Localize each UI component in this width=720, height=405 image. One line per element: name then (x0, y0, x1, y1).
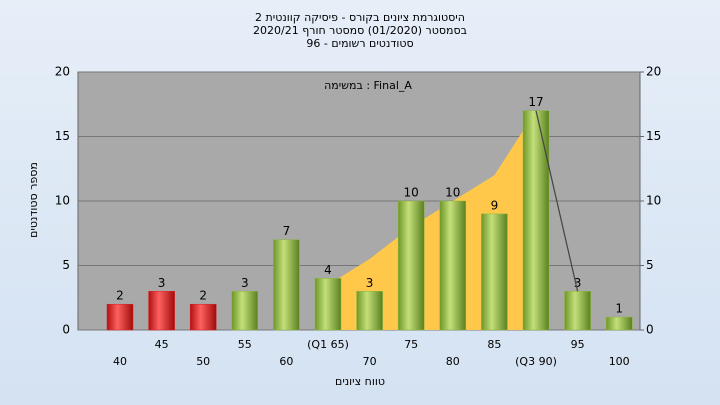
bar (148, 291, 175, 331)
x-tick-label: 100 (609, 355, 630, 368)
bar (397, 200, 425, 331)
bar (481, 213, 508, 331)
y-tick-label: 5 (62, 258, 70, 272)
y-tick-label: 20 (55, 65, 70, 79)
chart-subtitle: בסמסטר (01/2020) סמסטר חורף 2020/21 (253, 24, 467, 37)
y2-tick-label: 20 (646, 65, 661, 79)
x-axis-label: טווח ציונים (335, 375, 385, 388)
data-label: 2 (199, 289, 207, 303)
bar (106, 303, 134, 331)
x-tick-label: 60 (279, 355, 293, 368)
data-label: 3 (158, 276, 166, 290)
chart-subtitle: סטודנטים רשומים - 96 (306, 37, 413, 50)
x-tick-label: 70 (363, 355, 377, 368)
y-tick-label: 10 (55, 194, 70, 208)
x-tick-label: 45 (155, 338, 169, 351)
bar (605, 316, 633, 331)
data-label: 3 (574, 276, 582, 290)
data-label: 1 (615, 302, 623, 316)
x-tick-label: 40 (113, 355, 127, 368)
x-tick-label: 80 (446, 355, 460, 368)
data-label: 3 (241, 276, 249, 290)
y2-tick-label: 15 (646, 129, 661, 143)
data-label: 9 (491, 198, 499, 212)
data-label: 10 (445, 186, 460, 200)
bar (189, 303, 217, 331)
x-tick-label: 95 (571, 338, 585, 351)
x-tick-label: 75 (404, 338, 418, 351)
x-tick-label: (Q1 65) (307, 338, 349, 351)
bar (439, 200, 467, 331)
data-label: 10 (404, 186, 419, 200)
data-label: 3 (366, 276, 374, 290)
y-axis-label: מספר סטודנטים (27, 162, 40, 238)
bar (314, 278, 342, 331)
x-tick-label: 85 (487, 338, 501, 351)
line (535, 110, 579, 292)
x-tick-label: 55 (238, 338, 252, 351)
y-tick-label: 0 (62, 323, 70, 337)
data-label: 2 (116, 289, 124, 303)
bar (231, 291, 259, 331)
bar (356, 291, 383, 331)
data-label: 7 (283, 224, 291, 238)
x-tick-label: 50 (196, 355, 210, 368)
bar (522, 110, 550, 331)
annotation: במשימה : Final_A (324, 79, 412, 92)
y-tick-label: 15 (55, 129, 70, 143)
bar (564, 291, 591, 331)
bar (273, 239, 300, 331)
y2-tick-label: 10 (646, 194, 661, 208)
data-label: 4 (324, 263, 332, 277)
x-tick-label: (Q3 90) (515, 355, 557, 368)
y2-tick-label: 0 (646, 323, 654, 337)
chart-title: היסטוגרמת ציונים בקורס - פיסיקה קוונטית … (255, 11, 465, 24)
y2-tick-label: 5 (646, 258, 654, 272)
data-label: 17 (528, 95, 543, 109)
